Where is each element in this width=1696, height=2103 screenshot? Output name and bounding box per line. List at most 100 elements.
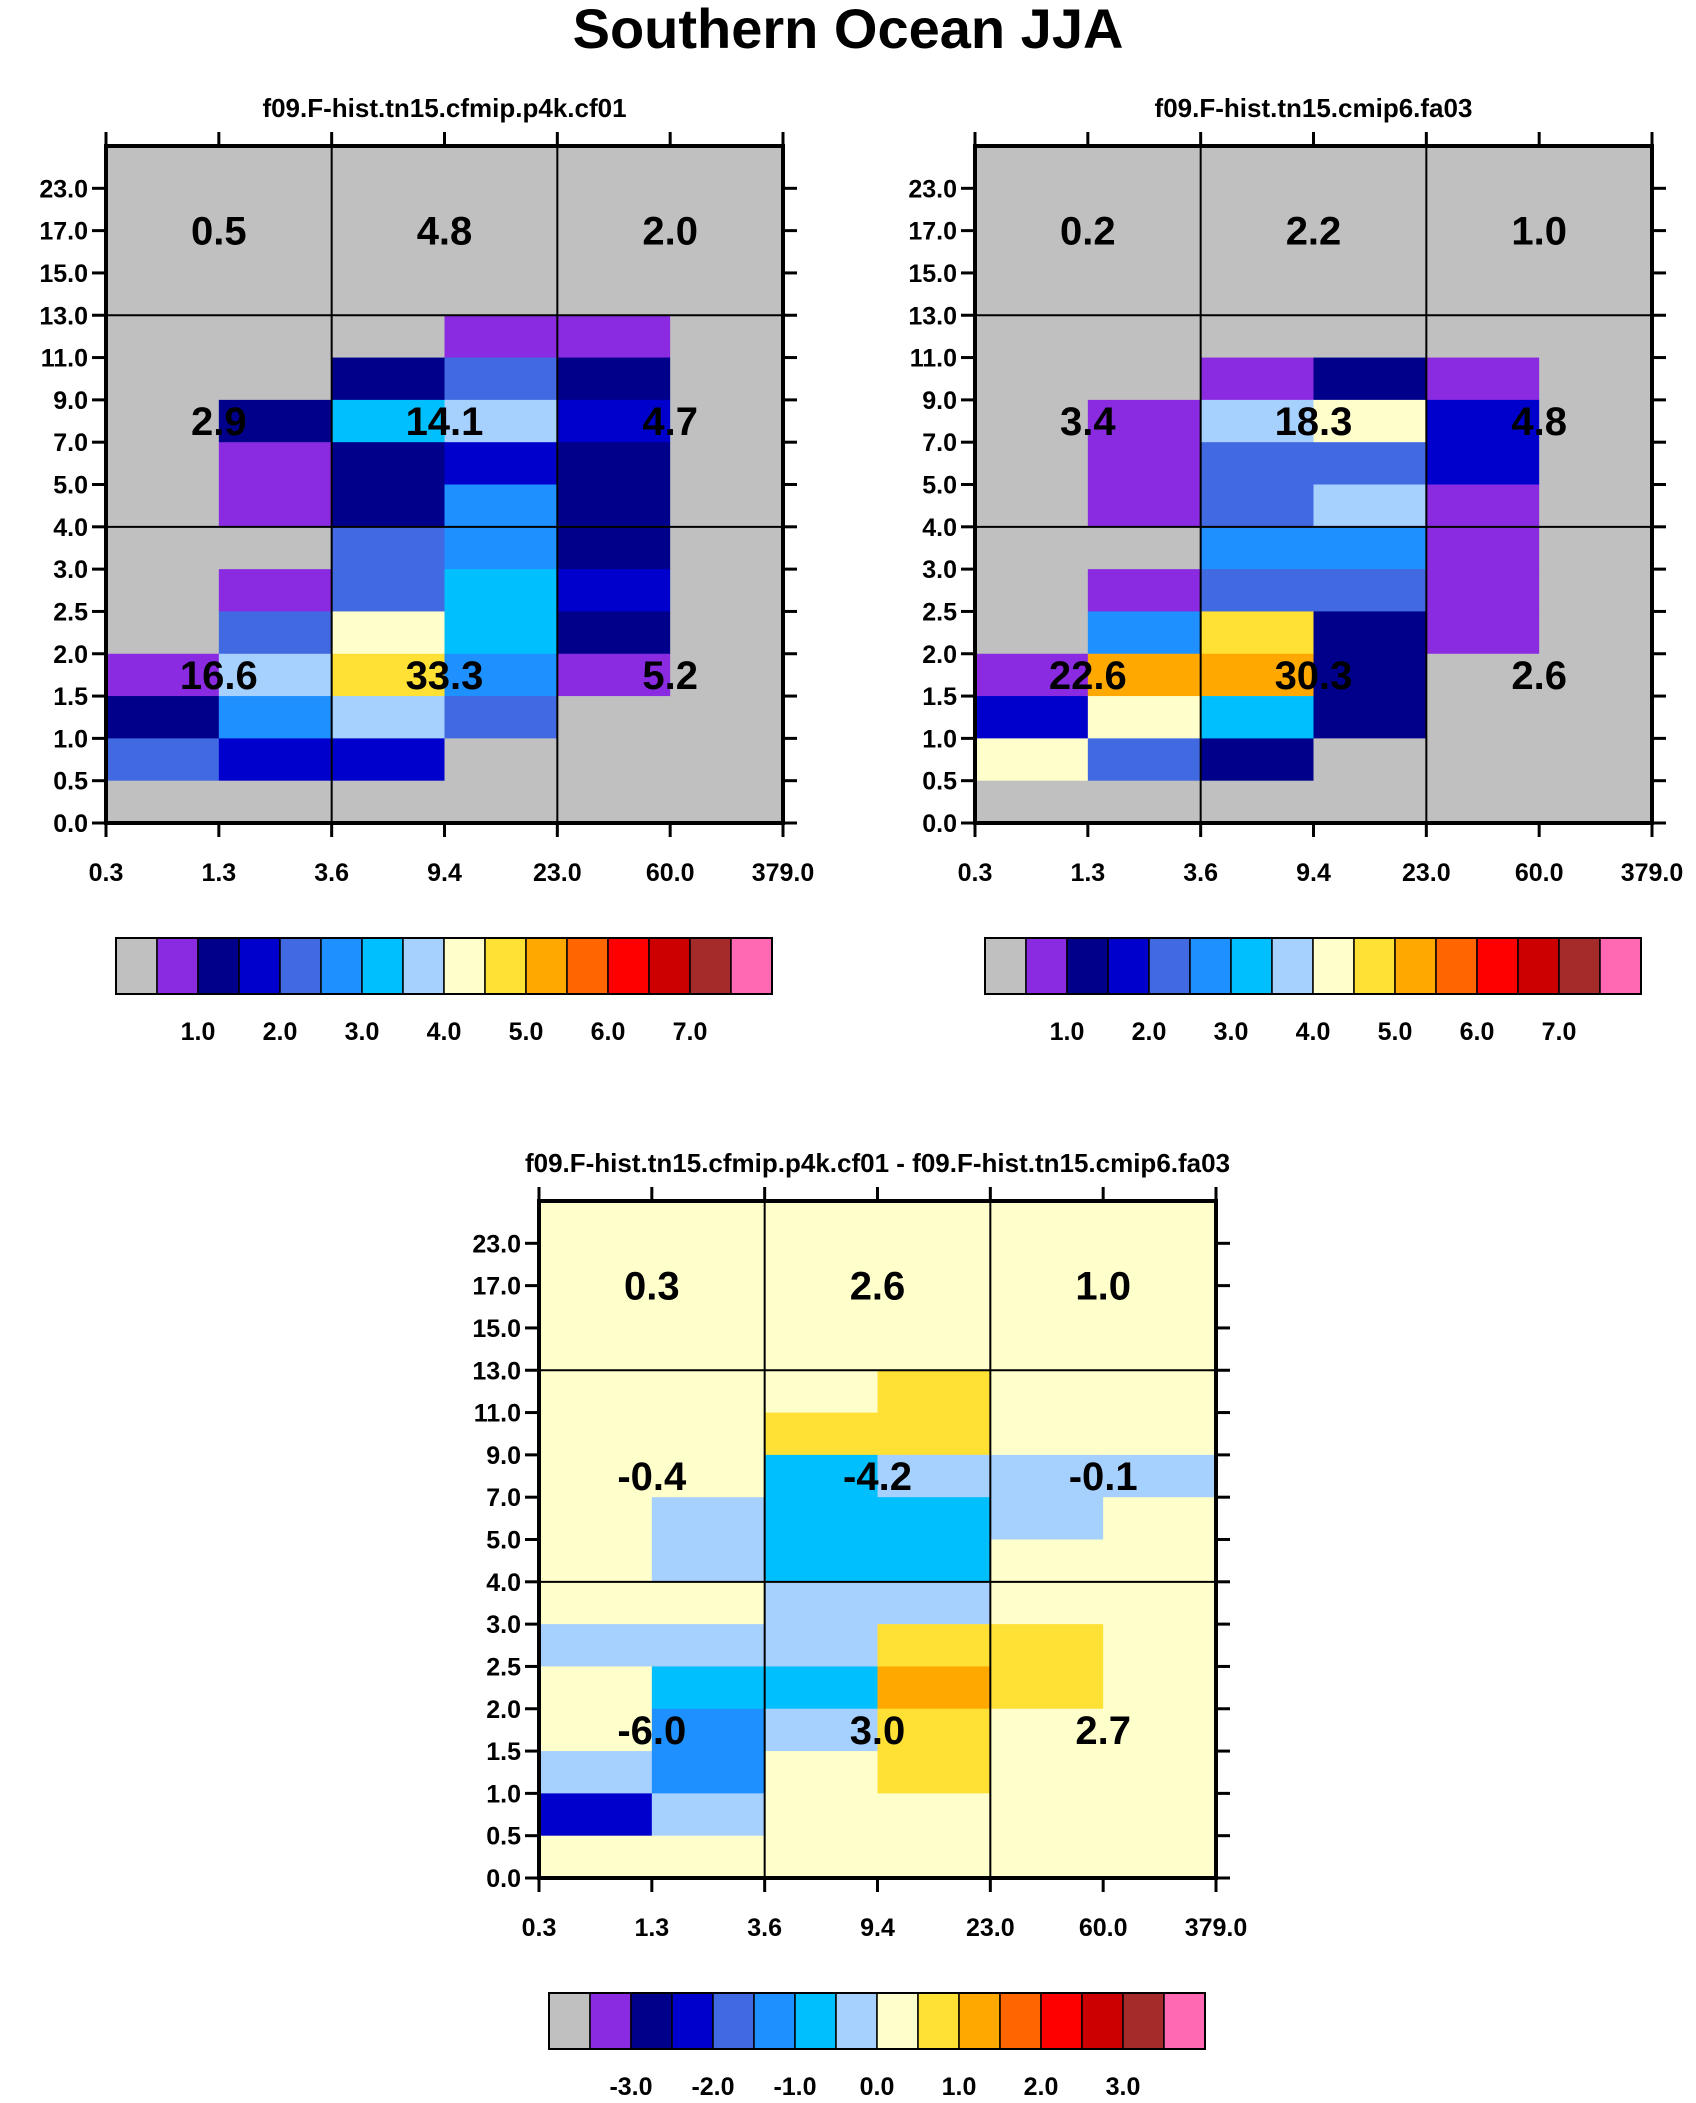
colorbar-label: 2.0 xyxy=(263,1018,298,1046)
panel-title: f09.F-hist.tn15.cfmip.p4k.cf01 - f09.F-h… xyxy=(525,1148,1230,1178)
heatmap-cell xyxy=(1426,653,1540,697)
colorbar-swatch xyxy=(279,937,322,995)
heatmap-cell xyxy=(990,1454,1104,1498)
colorbar-label: 0.0 xyxy=(860,2073,895,2101)
colorbar-label: 4.0 xyxy=(427,1018,462,1046)
heatmap-cell xyxy=(539,1581,653,1625)
colorbar-swatch xyxy=(1189,937,1232,995)
heatmap-cell xyxy=(557,315,671,359)
block-value-label: 30.3 xyxy=(1275,654,1353,698)
heatmap-cell xyxy=(651,1370,766,1414)
heatmap-cell xyxy=(877,1412,991,1456)
colorbar-swatch xyxy=(1312,937,1355,995)
heatmap-cell xyxy=(444,315,558,359)
heatmap-cell xyxy=(670,569,784,612)
x-tick-label: 1.3 xyxy=(1070,859,1105,887)
heatmap-cell xyxy=(1103,1327,1217,1371)
heatmap-cell xyxy=(670,696,784,739)
heatmap-cell xyxy=(1200,315,1314,359)
colorbar-swatch xyxy=(156,937,199,995)
heatmap-cell xyxy=(1313,357,1427,401)
heatmap-cell xyxy=(106,188,220,232)
colorbar-frame xyxy=(548,1992,1206,2050)
y-tick-label: 1.5 xyxy=(53,683,88,711)
heatmap-cell xyxy=(331,653,445,697)
heatmap-cell xyxy=(975,569,1089,612)
heatmap-cell xyxy=(218,780,333,824)
colorbar-label: 7.0 xyxy=(1542,1018,1577,1046)
heatmap-cell xyxy=(444,357,558,401)
heatmap-cell xyxy=(218,696,333,739)
y-tick-label: 4.0 xyxy=(486,1569,521,1597)
heatmap-cell xyxy=(331,272,445,316)
block-value-label: 14.1 xyxy=(406,400,484,444)
y-tick-label: 3.0 xyxy=(922,556,957,584)
heatmap-cell xyxy=(670,315,784,359)
colorbar-swatch xyxy=(566,937,609,995)
heatmap-cell xyxy=(1539,611,1653,655)
heatmap-cell xyxy=(1426,230,1540,274)
colorbar-swatch xyxy=(1517,937,1560,995)
heatmap-cell xyxy=(106,526,220,570)
heatmap-cell xyxy=(764,1285,878,1329)
heatmap-cell xyxy=(1313,399,1427,443)
heatmap-cell xyxy=(1087,399,1202,443)
heatmap-cell xyxy=(557,399,671,443)
heatmap-cell xyxy=(1426,146,1540,189)
heatmap-cell xyxy=(1200,526,1314,570)
colorbar-swatch xyxy=(794,1992,837,2050)
panels: f09.F-hist.tn15.cfmip.p4k.cf010.00.51.01… xyxy=(39,93,1683,2101)
heatmap-cell xyxy=(764,1497,878,1540)
heatmap-cell xyxy=(651,1327,766,1371)
heatmap-cell xyxy=(444,569,558,612)
heatmap-cell xyxy=(331,230,445,274)
colorbar-swatch xyxy=(548,1992,591,2050)
heatmap-cell xyxy=(1426,526,1540,570)
colorbar-swatch xyxy=(689,937,732,995)
y-tick-label: 13.0 xyxy=(472,1357,521,1385)
block-value-label: 2.6 xyxy=(1511,654,1567,698)
heatmap-cell xyxy=(1087,738,1202,782)
block-value-label: 2.6 xyxy=(850,1265,906,1309)
colorbar-label: -3.0 xyxy=(609,2073,652,2101)
heatmap-cell xyxy=(331,780,445,824)
heatmap-cell xyxy=(975,188,1089,232)
heatmap-cell xyxy=(877,1243,991,1287)
heatmap-cell xyxy=(539,1201,653,1244)
colorbar-label: 7.0 xyxy=(673,1018,708,1046)
x-tick-label: 3.6 xyxy=(314,859,349,887)
heatmap-cell xyxy=(106,569,220,612)
block-value-label: 4.7 xyxy=(642,400,698,444)
heatmap-cell xyxy=(651,1285,766,1329)
heatmap-cell xyxy=(877,1708,991,1752)
colorbar-swatch xyxy=(361,937,404,995)
colorbar-swatch xyxy=(1353,937,1396,995)
y-tick-label: 23.0 xyxy=(908,175,957,203)
heatmap-cell xyxy=(1200,780,1314,824)
heatmap-panel-1: f09.F-hist.tn15.cfmip.p4k.cf010.00.51.01… xyxy=(39,93,814,1046)
heatmap-cell xyxy=(1200,696,1314,739)
colorbar-label: 6.0 xyxy=(591,1018,626,1046)
heatmap-cell xyxy=(764,1581,878,1625)
block-value-label: 18.3 xyxy=(1275,400,1353,444)
heatmap-cell xyxy=(990,1539,1104,1583)
heatmap-cell xyxy=(670,272,784,316)
colorbar-label: 1.0 xyxy=(1050,1018,1085,1046)
x-tick-label: 379.0 xyxy=(1185,1914,1248,1942)
heatmap-cell xyxy=(1103,1243,1217,1287)
colorbar-swatch xyxy=(484,937,527,995)
heatmap-cell xyxy=(877,1454,991,1498)
block-value-label: 0.2 xyxy=(1060,210,1116,254)
block-value-label: 4.8 xyxy=(1511,400,1567,444)
heatmap-cell xyxy=(557,442,671,485)
heatmap-cell xyxy=(1103,1285,1217,1329)
heatmap-cell xyxy=(557,653,671,697)
heatmap-cell xyxy=(1087,146,1202,189)
heatmap-cell xyxy=(218,272,333,316)
heatmap-cell xyxy=(539,1835,653,1879)
heatmap-cell xyxy=(557,484,671,528)
heatmap-cell xyxy=(1103,1624,1217,1667)
block-value-label: 1.0 xyxy=(1075,1265,1131,1309)
colorbar-swatch xyxy=(589,1992,632,2050)
heatmap-cell xyxy=(877,1581,991,1625)
